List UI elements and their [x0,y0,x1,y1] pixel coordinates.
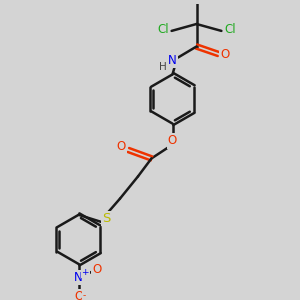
Text: Cl: Cl [158,23,169,36]
Text: S: S [102,212,111,225]
Text: O: O [74,290,83,300]
Text: O: O [93,263,102,276]
Text: O: O [117,140,126,154]
Text: N: N [74,271,83,284]
Text: N: N [168,53,177,67]
Text: +: + [82,268,89,277]
Text: Cl: Cl [224,23,236,36]
Text: O: O [168,134,177,148]
Text: H: H [159,61,167,72]
Text: O: O [220,48,230,62]
Text: -: - [83,291,86,300]
Text: Cl: Cl [191,0,202,3]
